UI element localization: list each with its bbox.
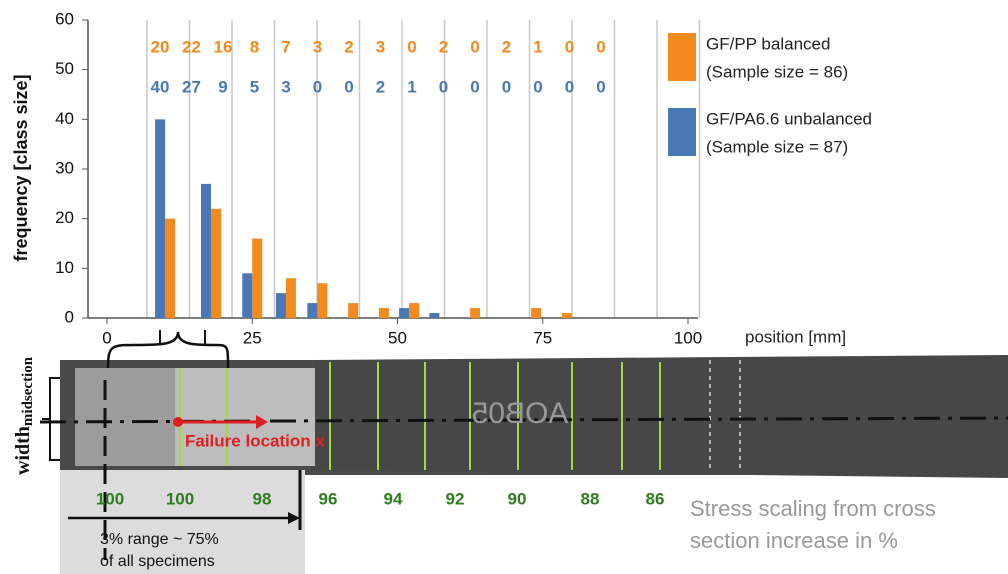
x-tick-label: 25 <box>243 328 262 347</box>
y-tick-label: 20 <box>55 208 74 227</box>
count-label: 0 <box>596 37 605 56</box>
scaling-value: 88 <box>581 489 600 508</box>
count-label: 5 <box>250 77 259 96</box>
bar <box>242 273 253 318</box>
count-label: 0 <box>502 77 511 96</box>
bar <box>307 303 318 318</box>
specimen-drawing: AOB05 Failure location x <box>39 330 1008 574</box>
count-label: 0 <box>596 77 605 96</box>
range-note: 3% range ~ 75% <box>100 531 219 548</box>
bar <box>470 308 481 318</box>
scaling-note: Stress scaling from cross <box>690 496 936 521</box>
bar <box>531 308 542 318</box>
count-label: 0 <box>313 77 322 96</box>
bar <box>155 119 166 318</box>
scaling-value: 90 <box>508 489 527 508</box>
bar <box>409 303 420 318</box>
count-label: 8 <box>250 37 259 56</box>
count-label: 27 <box>182 77 201 96</box>
count-label: 3 <box>376 37 385 56</box>
width-sub: midsection <box>20 356 36 426</box>
bar <box>561 313 572 318</box>
count-label: 0 <box>533 77 542 96</box>
y-tick-label: 40 <box>55 109 74 128</box>
legend-note: (Sample size = 87) <box>706 137 848 156</box>
specimen-marking: AOB05 <box>472 397 569 430</box>
scaling-note: section increase in % <box>690 528 898 553</box>
bar <box>378 308 389 318</box>
range-note: of all specimens <box>100 553 215 570</box>
count-label: 2 <box>376 77 385 96</box>
count-label: 9 <box>218 77 227 96</box>
bar <box>200 183 211 318</box>
y-tick-label: 0 <box>65 307 74 326</box>
width-label: widthmidsection <box>12 356 37 475</box>
count-label: 40 <box>151 77 170 96</box>
scaling-value: 86 <box>646 489 665 508</box>
legend-label: GF/PA6.6 unbalanced <box>706 109 872 128</box>
y-axis-label: frequency [class size] <box>11 74 31 261</box>
x-tick-label: 50 <box>388 328 407 347</box>
count-label: 1 <box>407 77 416 96</box>
count-label: 0 <box>344 77 353 96</box>
y-tick-label: 10 <box>55 258 74 277</box>
count-label: 7 <box>281 37 290 56</box>
count-label: 2 <box>439 37 448 56</box>
scaling-value: 100 <box>166 489 194 508</box>
count-label: 0 <box>439 77 448 96</box>
x-axis-label: position [mm] <box>745 327 846 346</box>
count-label: 20 <box>151 37 170 56</box>
bar <box>210 208 221 318</box>
legend-swatch <box>668 108 696 156</box>
x-tick-label: 75 <box>533 328 552 347</box>
count-label: 2 <box>344 37 353 56</box>
scaling-value: 92 <box>446 489 465 508</box>
count-label: 0 <box>470 37 479 56</box>
bar <box>165 218 176 318</box>
y-tick-label: 30 <box>55 158 74 177</box>
bar <box>275 293 286 318</box>
y-tick-label: 60 <box>55 9 74 28</box>
count-label: 22 <box>182 37 201 56</box>
scaling-value: 94 <box>384 489 403 508</box>
count-label: 3 <box>313 37 322 56</box>
width-text: width <box>12 426 34 475</box>
scaling-value: 96 <box>319 489 338 508</box>
bar <box>399 308 410 318</box>
legend-label: GF/PP balanced <box>706 34 830 53</box>
x-tick-label: 100 <box>674 328 702 347</box>
count-label: 2 <box>502 37 511 56</box>
x-tick-label: 0 <box>102 328 111 347</box>
count-label: 1 <box>533 37 542 56</box>
bar <box>429 313 440 318</box>
count-label: 3 <box>281 77 290 96</box>
legend-swatch <box>668 33 696 81</box>
bar <box>285 278 296 318</box>
bar <box>252 238 263 318</box>
count-label: 16 <box>214 37 233 56</box>
failure-label: Failure location x <box>185 431 325 450</box>
count-label: 0 <box>565 37 574 56</box>
bar <box>317 283 328 318</box>
scaling-value: 98 <box>253 489 272 508</box>
count-label: 0 <box>470 77 479 96</box>
bar <box>348 303 359 318</box>
count-label: 0 <box>407 37 416 56</box>
scaling-value: 100 <box>96 489 124 508</box>
legend-note: (Sample size = 86) <box>706 62 848 81</box>
y-tick-label: 50 <box>55 59 74 78</box>
count-label: 0 <box>565 77 574 96</box>
